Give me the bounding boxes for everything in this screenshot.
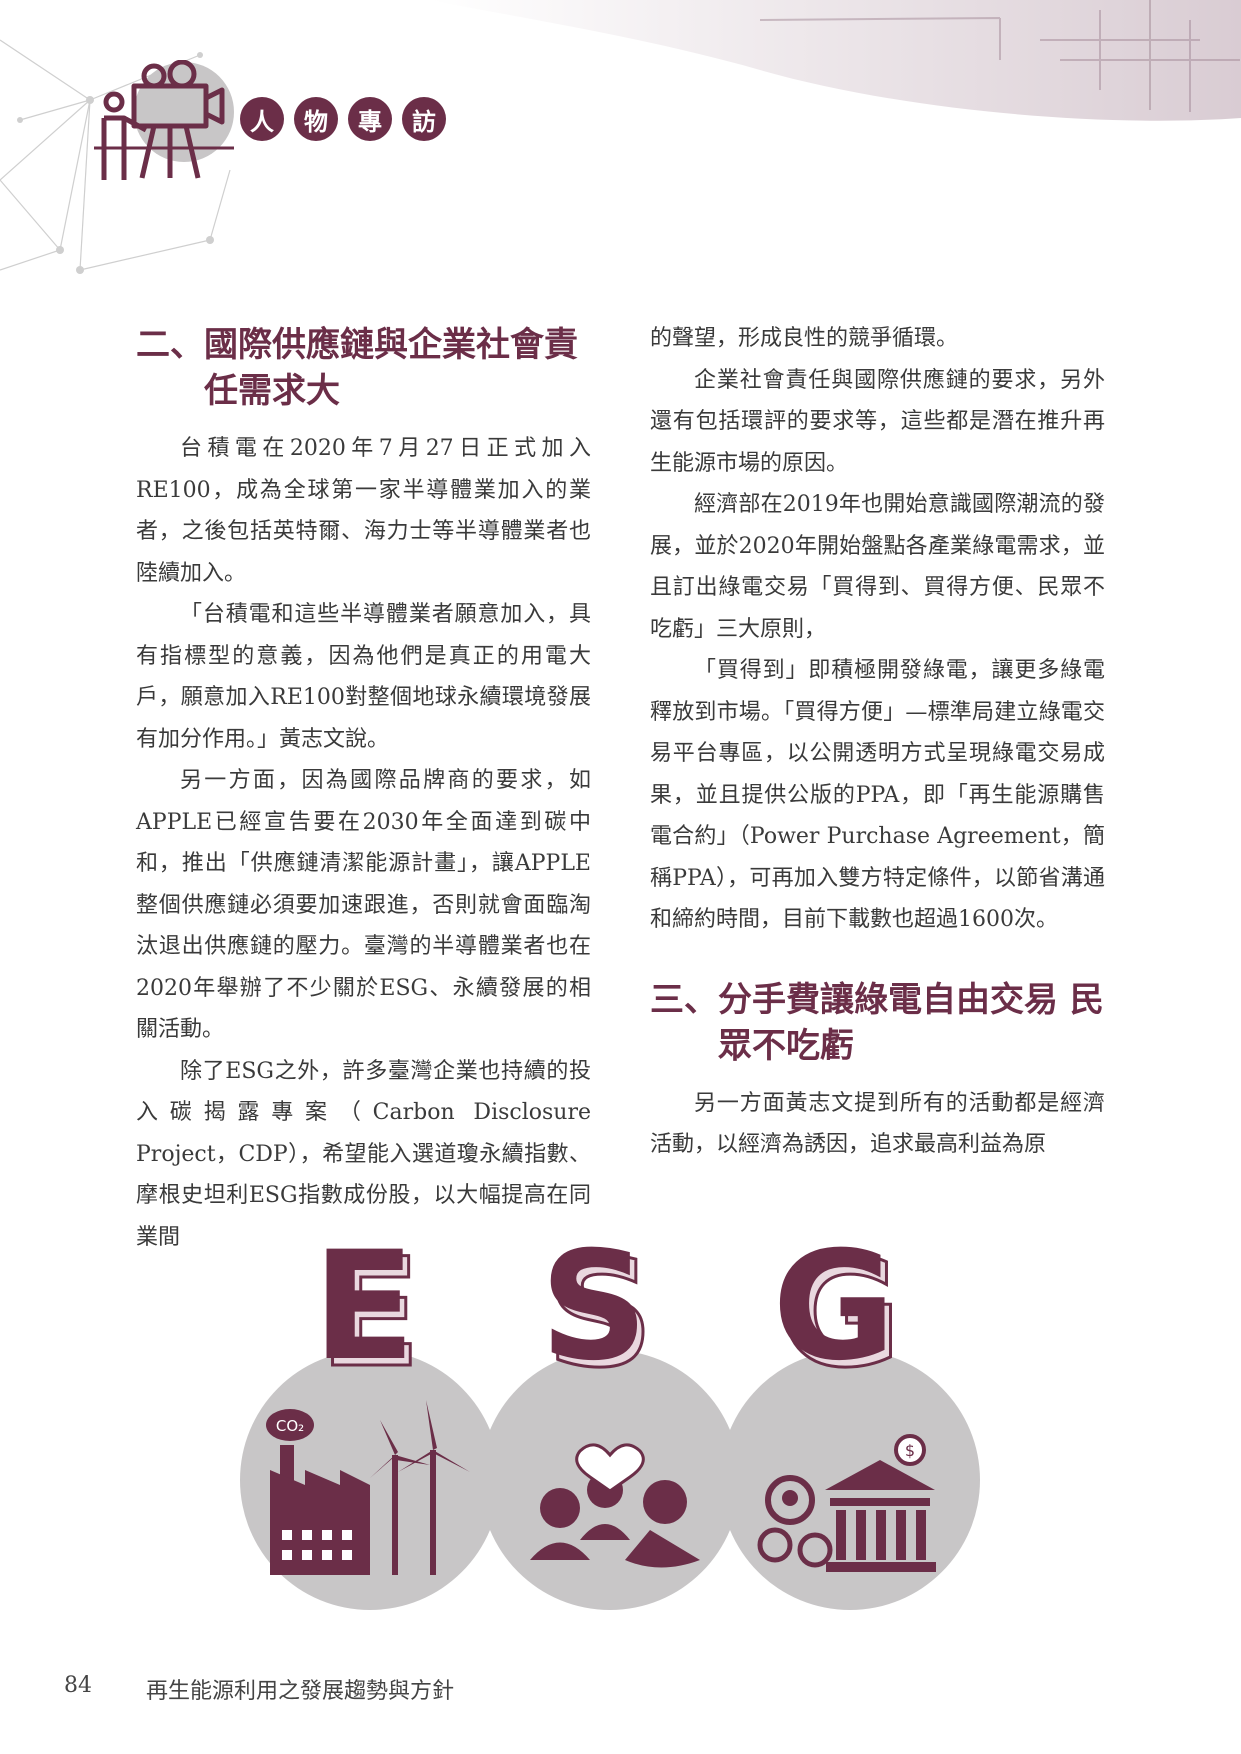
running-title: 再生能源利用之發展趨勢與方針	[146, 1679, 455, 1704]
right-column: 的聲望，形成良性的競爭循環。 企業社會責任與國際供應鏈的要求，另外還有包括環評的…	[650, 318, 1105, 1166]
community-care-icon	[530, 1443, 700, 1568]
section-char: 人	[240, 97, 284, 141]
page-number: 84	[64, 1673, 92, 1698]
section-heading-2: 二、國際供應鏈與企業社會責 任需求大	[136, 322, 591, 414]
header-background	[0, 0, 1241, 274]
finance-governance-icon: $	[757, 1434, 936, 1572]
paragraph-continuation: 的聲望，形成良性的競爭循環。	[650, 326, 959, 351]
left-column: 二、國際供應鏈與企業社會責 任需求大 台積電在2020年7月27日正式加入RE1…	[136, 322, 591, 1258]
heading-line-1: 二、國際供應鏈與企業社會責	[136, 325, 578, 365]
section-char: 訪	[402, 97, 446, 141]
paragraph: 另一方面黃志文提到所有的活動都是經濟活動，以經濟為誘因，追求最高利益為原	[650, 1090, 1105, 1158]
heading-line-2: 眾不吃虧	[718, 1025, 854, 1066]
paragraph: 除了ESG之外，許多臺灣企業也持續的投入碳揭露專案（Carbon Disclos…	[136, 1058, 591, 1250]
paragraph: 「買得到」即積極開發綠電，讓更多綠電釋放到市場。「買得方便」—標準局建立綠電交易…	[650, 658, 1105, 932]
heading-line-2: 任需求大	[204, 371, 340, 411]
paragraph: 台積電在2020年7月27日正式加入RE100，成為全球第一家半導體業加入的業者…	[136, 436, 591, 586]
letter-g: G	[778, 1240, 901, 1401]
paragraph: 企業社會責任與國際供應鏈的要求，另外還有包括環評的要求等，這些都是潛在推升再生能…	[650, 367, 1105, 476]
svg-text:S: S	[540, 1240, 648, 1394]
section-heading-3: 三、分手費讓綠電自由交易 民 眾不吃虧	[650, 977, 1105, 1069]
section-char: 物	[294, 97, 338, 141]
esg-illustration: E S G E S G CO₂	[240, 1240, 980, 1610]
heading-line-1: 三、分手費讓綠電自由交易 民	[650, 979, 1104, 1020]
interviewer-camera-icon	[94, 60, 234, 180]
svg-text:G: G	[772, 1240, 895, 1394]
letter-e: E	[319, 1240, 421, 1401]
paragraph: 「台積電和這些半導體業者願意加入，具有指標型的意義，因為他們是真正的用電大戶，願…	[136, 602, 591, 752]
factory-windmill-icon: CO₂	[266, 1400, 470, 1575]
paragraph: 另一方面，因為國際品牌商的要求，如APPLE已經宣告要在2030年全面達到碳中和…	[136, 768, 591, 1042]
section-char: 專	[348, 97, 392, 141]
svg-text:CO₂: CO₂	[276, 1417, 304, 1435]
letter-s: S	[546, 1240, 654, 1401]
svg-text:$: $	[905, 1441, 915, 1460]
paragraph: 經濟部在2019年也開始意識國際潮流的發展，並於2020年開始盤點各產業綠電需求…	[650, 492, 1105, 642]
section-label: 人 物 專 訪	[240, 97, 446, 141]
svg-text:E: E	[313, 1240, 415, 1394]
